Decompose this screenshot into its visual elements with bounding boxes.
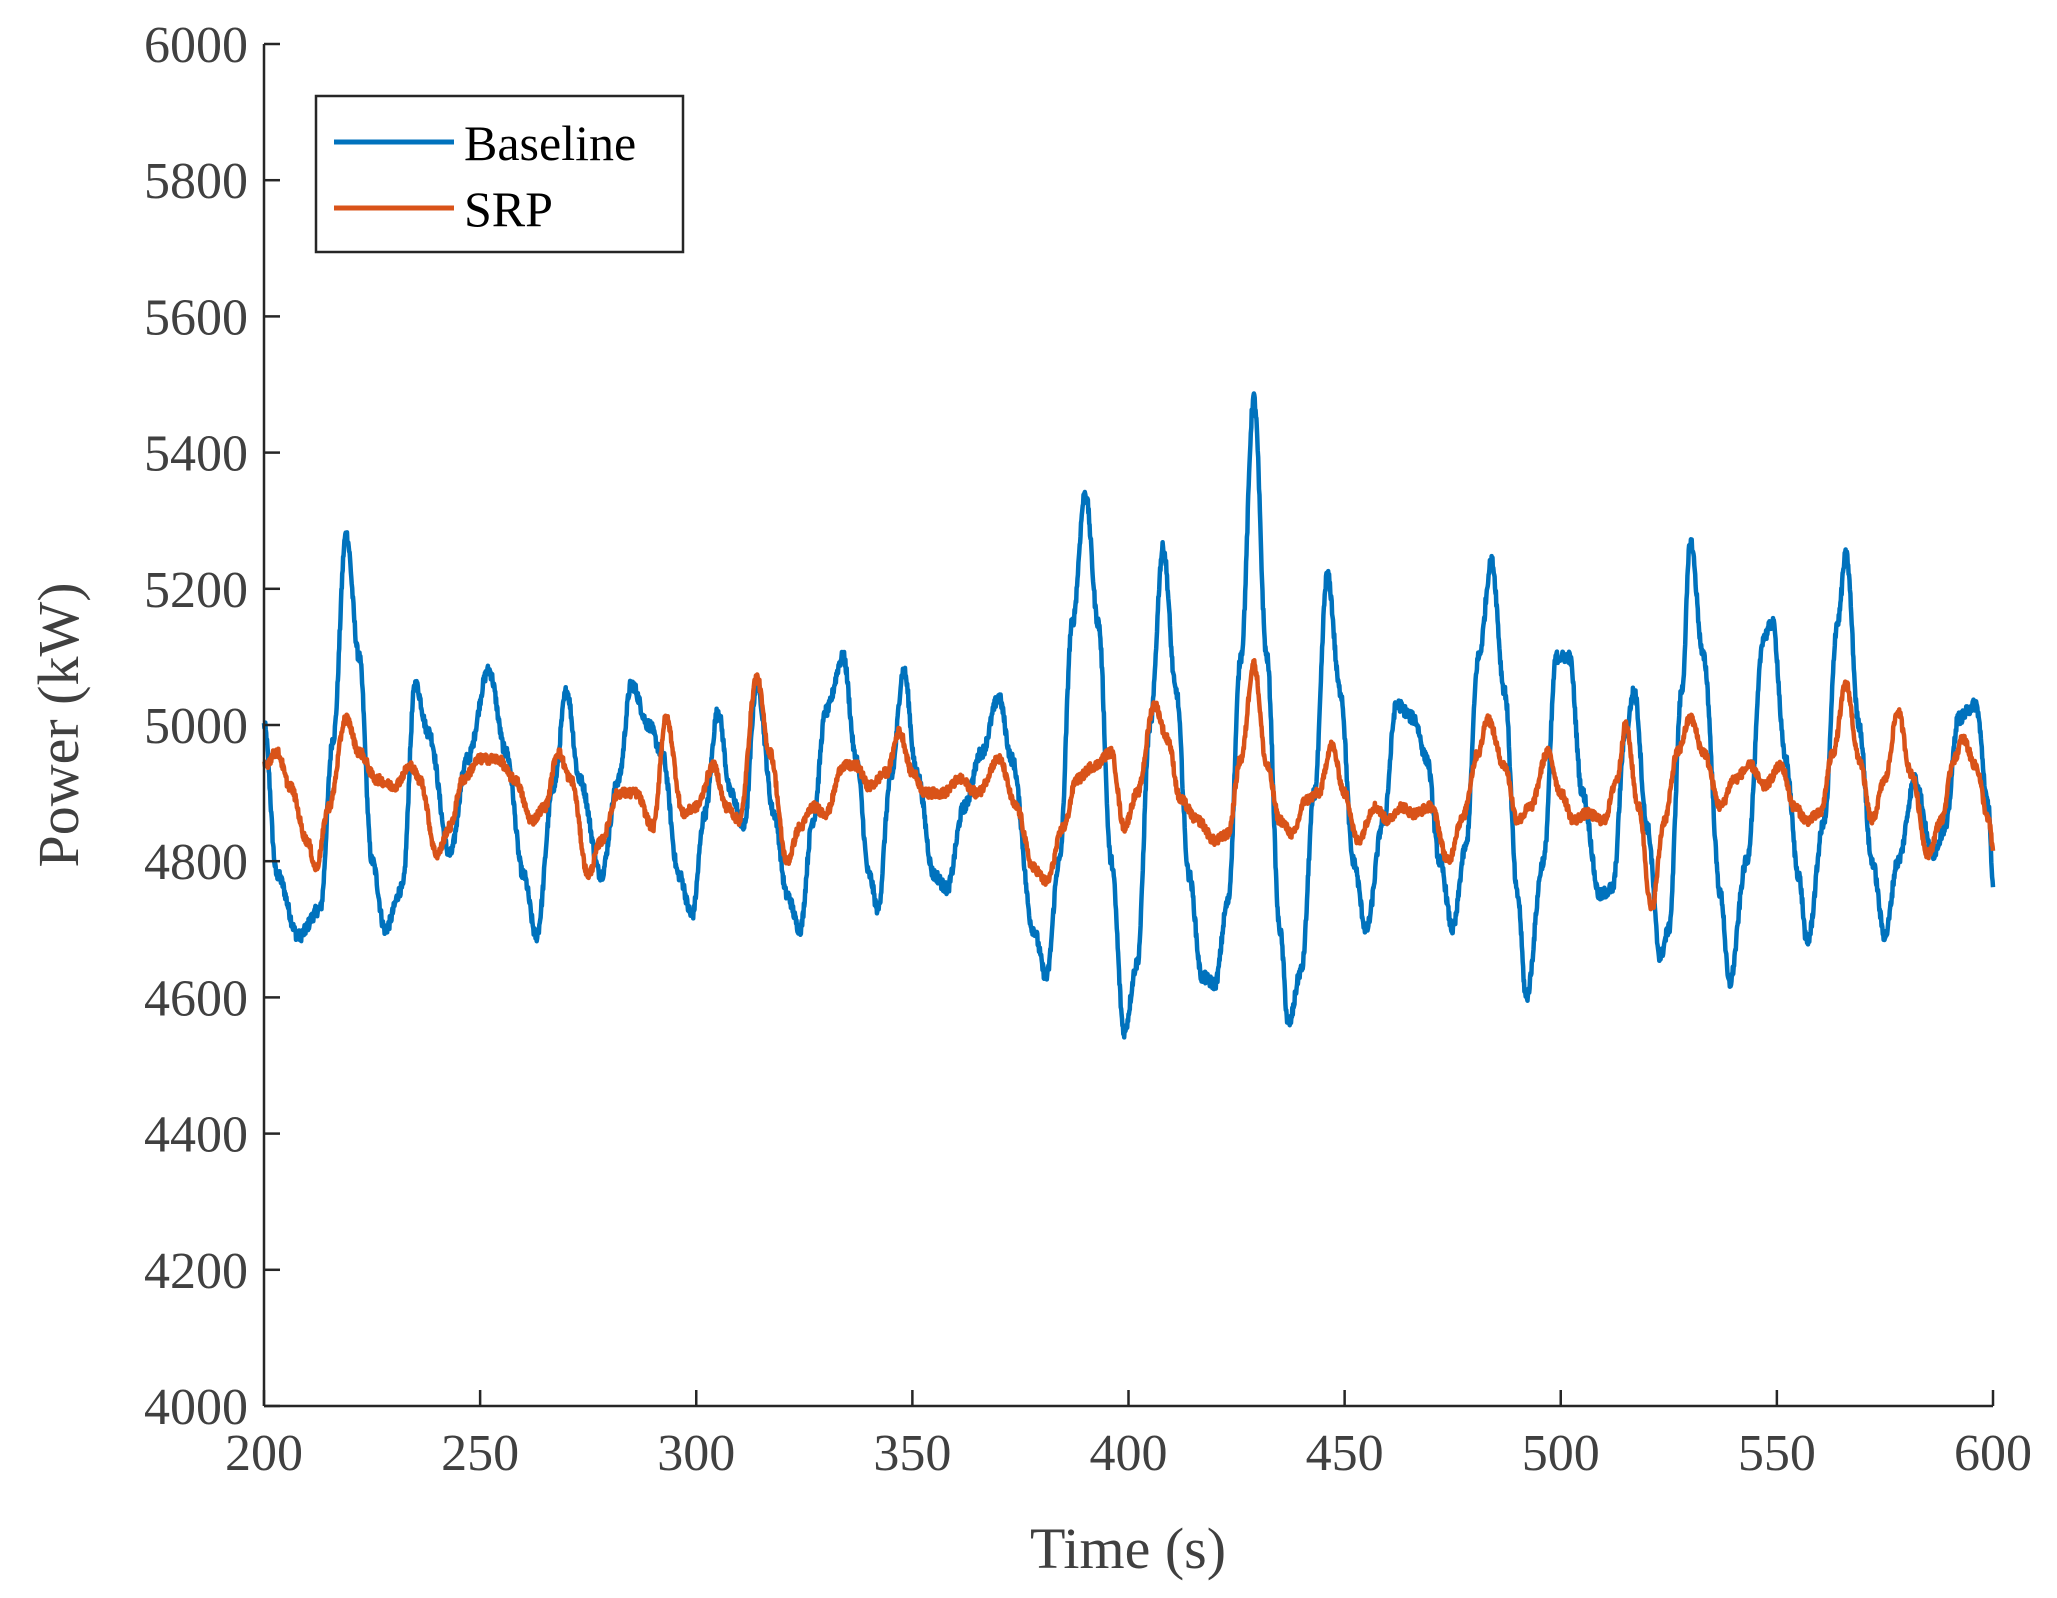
x-tick-label-500: 500 <box>1522 1425 1600 1482</box>
y-tick-label-4000: 4000 <box>144 1379 248 1436</box>
x-tick-label-550: 550 <box>1738 1425 1816 1482</box>
ticks-layer: 200 250 300 350 400 450 500 550 600 4000 4200 4400 4… <box>144 17 2032 1482</box>
x-tick-label-300: 300 <box>657 1425 735 1482</box>
y-tick-label-4800: 4800 <box>144 834 248 891</box>
x-tick-label-250: 250 <box>441 1425 519 1482</box>
x-tick-label-450: 450 <box>1306 1425 1384 1482</box>
y-tick-label-5200: 5200 <box>144 562 248 619</box>
legend-box <box>314 94 685 254</box>
x-axis-title: Time (s) <box>1030 1516 1226 1581</box>
y-tick-label-5600: 5600 <box>144 289 248 346</box>
y-tick-label-5000: 5000 <box>144 698 248 755</box>
x-tick-label-200: 200 <box>225 1425 303 1482</box>
y-tick-label-4600: 4600 <box>144 970 248 1027</box>
x-tick-label-400: 400 <box>1090 1425 1168 1482</box>
legend: Baseline SRP <box>314 94 685 254</box>
legend-label-baseline: Baseline <box>464 115 636 171</box>
y-tick-label-4200: 4200 <box>144 1243 248 1300</box>
x-tick-label-350: 350 <box>873 1425 951 1482</box>
y-tick-label-6000: 6000 <box>144 17 248 74</box>
x-tick-label-600: 600 <box>1954 1425 2032 1482</box>
legend-label-srp: SRP <box>464 181 553 237</box>
y-tick-label-5400: 5400 <box>144 426 248 483</box>
series-layer <box>261 391 1996 1040</box>
y-tick-label-5800: 5800 <box>144 153 248 210</box>
y-axis-title: Power (kW) <box>26 582 91 867</box>
series-line-srp <box>262 658 1996 912</box>
y-tick-label-4400: 4400 <box>144 1107 248 1164</box>
